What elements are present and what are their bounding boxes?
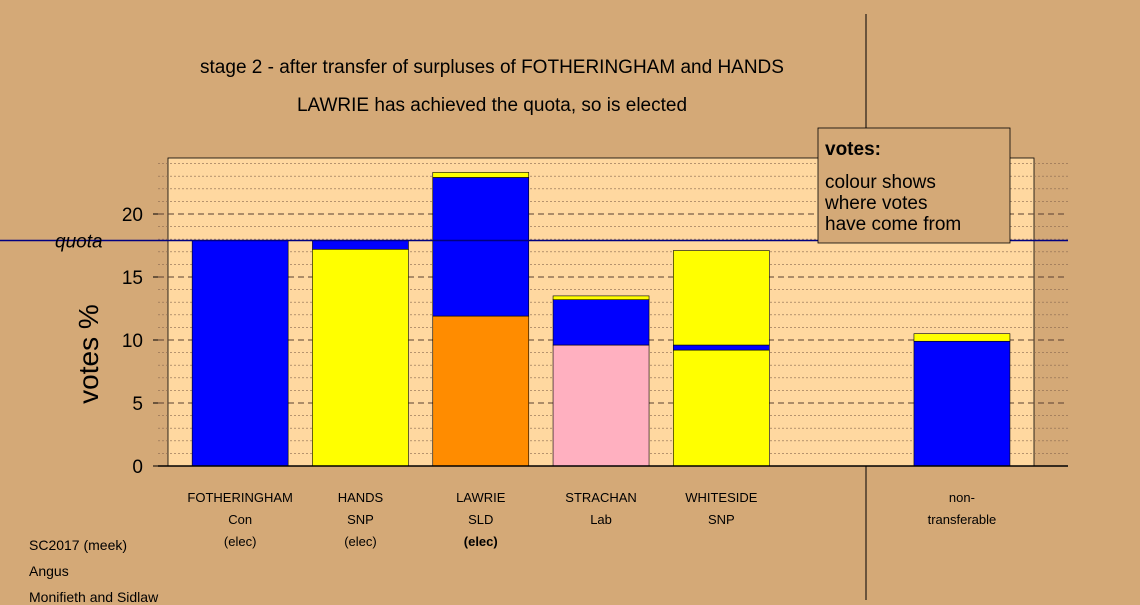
y-tick-label: 0 (132, 457, 143, 478)
candidate-label: Con (228, 512, 252, 527)
y-tick-label: 15 (122, 268, 143, 289)
bar-segment (673, 349, 770, 467)
candidate-label: (elec) (224, 534, 257, 549)
bar-segment (432, 177, 530, 317)
candidate-label: transferable (928, 512, 997, 527)
candidate-label: WHITESIDE (685, 490, 758, 505)
candidate-label: STRACHAN (565, 490, 637, 505)
candidate-label: SLD (468, 512, 493, 527)
candidate-label: Lab (590, 512, 612, 527)
candidate-label: FOTHERINGHAM (187, 490, 292, 505)
y-axis-ticks: 0 5 10 15 20 (122, 205, 158, 478)
chart-subtitle: LAWRIE has achieved the quota, so is ele… (297, 95, 687, 116)
y-tick-label: 20 (122, 205, 143, 226)
bar-segment (432, 172, 530, 178)
bar-segment (552, 299, 650, 346)
footer-ward: Monifieth and Sidlaw (29, 589, 159, 605)
legend-line-2: where votes (824, 193, 927, 214)
bar-segment (552, 295, 650, 300)
legend: votes: colour shows where votes have com… (817, 127, 1011, 244)
bar-segment (673, 344, 770, 351)
y-tick-label: 5 (132, 394, 143, 415)
legend-title: votes: (825, 139, 881, 160)
legend-box (817, 127, 1011, 244)
quota-label: quota (55, 231, 103, 252)
candidate-label: (elec) (344, 534, 377, 549)
bar-segment (191, 240, 289, 467)
candidate-label: (elec) (464, 534, 498, 549)
bar-segment (552, 344, 650, 467)
candidate-label: SNP (708, 512, 735, 527)
bar-segment (432, 315, 530, 467)
legend-line-1: colour shows (825, 172, 936, 193)
bar-segment (312, 240, 409, 250)
y-tick-label: 10 (122, 331, 143, 352)
candidate-label: HANDS (338, 490, 384, 505)
footer-council: Angus (29, 563, 69, 579)
footer-election: SC2017 (meek) (29, 537, 128, 553)
legend-line-3: have come from (825, 214, 961, 235)
bar-segment (913, 333, 1011, 342)
chart-title: stage 2 - after transfer of surpluses of… (200, 57, 784, 78)
bar-segment (673, 250, 770, 346)
candidate-label: LAWRIE (456, 490, 506, 505)
bar-segment (312, 248, 409, 467)
y-axis-label: votes % (73, 304, 104, 404)
bars-group (191, 172, 1011, 467)
candidate-labels: FOTHERINGHAM Con (elec) HANDS SNP (elec) LAWRI… (187, 490, 996, 549)
candidate-label: non- (949, 490, 975, 505)
bar-segment (913, 340, 1011, 467)
candidate-label: SNP (347, 512, 374, 527)
